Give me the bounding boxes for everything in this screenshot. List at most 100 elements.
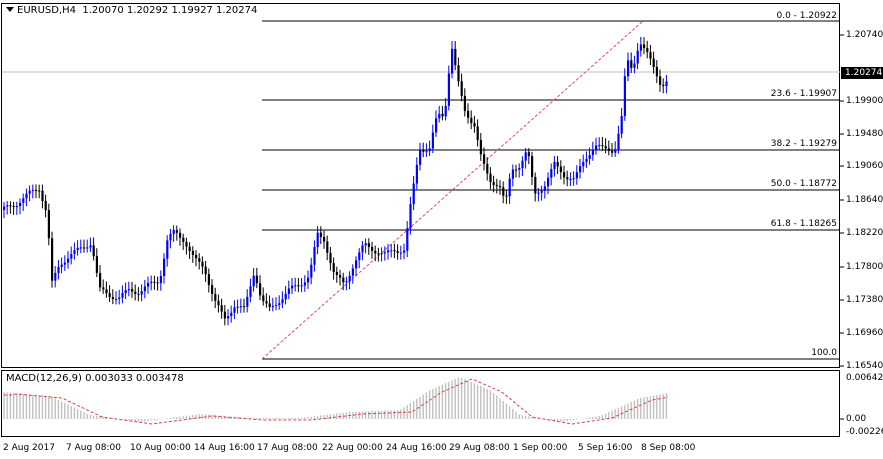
candle-body — [249, 286, 252, 297]
candle-body — [76, 247, 79, 251]
candle-body — [60, 264, 63, 267]
fib-level-label: 100.0 — [811, 348, 837, 358]
candle-body — [326, 241, 329, 253]
candle-body — [595, 145, 598, 150]
candle-body — [156, 282, 159, 284]
candle-body — [102, 287, 105, 290]
candle-body — [191, 250, 194, 255]
candle-body — [444, 105, 447, 117]
candle-body — [51, 238, 54, 281]
candle-body — [659, 76, 662, 85]
candle-body — [201, 261, 204, 267]
candle-body — [652, 58, 655, 68]
candle-body — [399, 252, 402, 254]
candle-body — [31, 190, 34, 192]
candle-body — [166, 240, 169, 259]
candle-body — [518, 168, 521, 170]
candle-body — [163, 258, 166, 276]
candle-body — [463, 95, 466, 111]
candle-body — [380, 253, 383, 255]
candle-body — [44, 200, 47, 211]
candle-body — [454, 48, 457, 66]
candle-body — [582, 161, 585, 167]
candle-body — [636, 50, 639, 64]
candle-body — [655, 67, 658, 77]
price-tick: 1.18640 — [846, 195, 883, 205]
candle-body — [47, 210, 50, 239]
candle-body — [6, 205, 9, 207]
candle-body — [271, 305, 274, 308]
price-tick: 1.16540 — [846, 361, 883, 371]
candle-body — [508, 178, 511, 197]
candle-body — [252, 275, 255, 287]
macd-scale-tick: 0.006425 — [846, 373, 883, 383]
candle-body — [355, 260, 358, 269]
candle-body — [67, 258, 70, 263]
current-price-badge: 1.20274 — [841, 67, 883, 79]
candle-body — [611, 150, 614, 153]
candle-body — [15, 206, 18, 208]
candle-body — [342, 277, 345, 283]
time-tick: 5 Sep 16:00 — [578, 443, 633, 453]
candle-body — [457, 65, 460, 82]
price-chart-panel[interactable] — [1, 3, 840, 368]
candle-body — [214, 293, 217, 301]
candle-body — [473, 123, 476, 127]
price-tick: 1.18220 — [846, 228, 883, 238]
time-tick: 8 Sep 08:00 — [641, 443, 696, 453]
candle-body — [435, 118, 438, 133]
candle-body — [268, 303, 271, 308]
candle-body — [281, 299, 284, 304]
candle-body — [524, 152, 527, 161]
fib-level-label: 61.8 - 1.18265 — [770, 219, 837, 229]
candle-body — [531, 156, 534, 177]
candle-body — [556, 162, 559, 167]
price-tick: 1.19900 — [846, 96, 883, 106]
candle-body — [406, 228, 409, 251]
time-tick: 22 Aug 00:00 — [322, 443, 383, 453]
candle-body — [79, 247, 82, 249]
candle-body — [140, 291, 143, 295]
candle-body — [25, 193, 28, 199]
time-tick: 17 Aug 08:00 — [257, 443, 318, 453]
candle-body — [73, 250, 76, 254]
candle-body — [92, 245, 95, 257]
candle-body — [403, 250, 406, 253]
candle-body — [310, 264, 313, 278]
candle-body — [291, 285, 294, 289]
macd-panel[interactable] — [1, 370, 840, 437]
price-tick: 1.16960 — [846, 328, 883, 338]
candle-body — [543, 186, 546, 191]
candle-body — [185, 241, 188, 247]
candle-body — [159, 275, 162, 284]
candle-body — [239, 306, 242, 308]
candle-body — [319, 232, 322, 237]
candle-body — [12, 205, 15, 207]
fib-level-label: 23.6 - 1.19907 — [770, 89, 837, 99]
candle-body — [38, 190, 41, 192]
candle-body — [550, 169, 553, 178]
chevron-down-icon — [6, 7, 14, 12]
symbol-header: EURUSD,H4 1.20070 1.20292 1.19927 1.2027… — [6, 5, 257, 16]
candle-body — [374, 250, 377, 254]
candle-body — [662, 84, 665, 87]
candle-body — [54, 272, 57, 281]
candle-body — [649, 52, 652, 59]
candle-body — [284, 293, 287, 300]
candle-body — [19, 203, 22, 207]
candle-body — [243, 306, 246, 308]
candle-body — [307, 277, 310, 283]
candle-body — [367, 243, 370, 247]
candle-body — [227, 316, 230, 319]
candle-body — [262, 295, 265, 302]
fib-level-label: 0.0 - 1.20922 — [776, 11, 838, 21]
candle-body — [585, 158, 588, 162]
candle-body — [598, 144, 601, 146]
candle-body — [425, 151, 428, 153]
candle-body — [579, 166, 582, 173]
fib-level-label: 38.2 - 1.19279 — [770, 139, 837, 149]
time-tick: 29 Aug 08:00 — [449, 443, 510, 453]
candle-body — [591, 149, 594, 156]
candle-body — [137, 293, 140, 295]
